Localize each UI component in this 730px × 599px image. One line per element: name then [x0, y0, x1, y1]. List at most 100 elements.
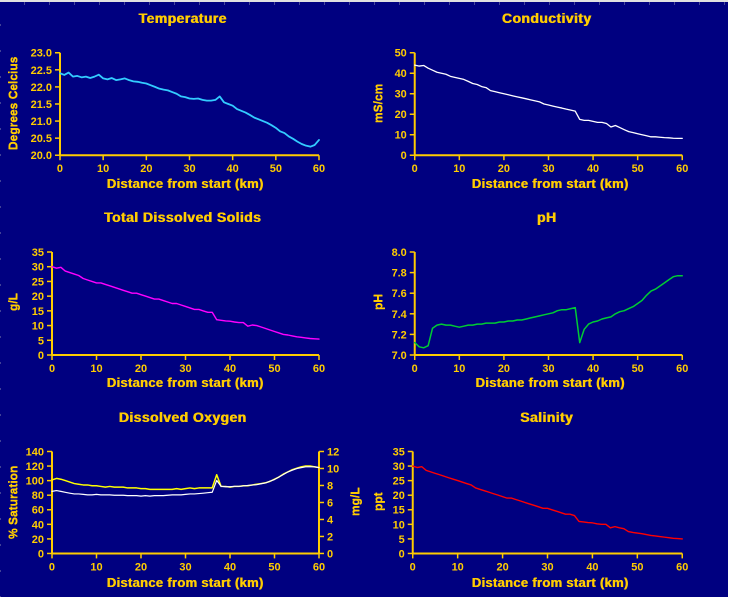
chart-conductivity: Conductivity mS/cm 0 10 20 30 40 50 0 10 20 30 40 5…: [365, 2, 728, 201]
y-tick-label: 5: [399, 534, 405, 546]
y-tick-label: 20: [395, 109, 407, 121]
y-tick-label: 21.0: [31, 116, 52, 128]
x-tick-label: 40: [224, 363, 236, 375]
x-tick-label: 30: [542, 363, 554, 375]
y-tick-label: 25: [32, 276, 44, 288]
x-tick-label: 60: [313, 163, 325, 175]
y-tick-label: 23.0: [31, 48, 52, 60]
conductivity-x-axis-title: Distance from start (km): [471, 176, 629, 191]
y-tick-label: 25: [393, 476, 405, 488]
conductivity-title: Conductivity: [501, 10, 592, 26]
conductivity-plot-area: 0 10 20 30 40 50 0 10 20 30 40 50 60: [395, 48, 689, 175]
y-tick-label: 0: [399, 548, 405, 560]
secondary-y-tick-label: 0: [327, 548, 333, 560]
x-tick-label: 40: [587, 163, 599, 175]
y-tick-label: 10: [32, 321, 44, 333]
y-tick-label: 120: [26, 461, 44, 473]
salinity-title: Salinity: [520, 409, 573, 425]
series-line-temperature: [59, 71, 320, 148]
y-tick-label: 20.5: [31, 133, 52, 145]
x-tick-label: 40: [227, 163, 239, 175]
x-tick-label: 40: [224, 561, 236, 573]
x-tick-label: 10: [452, 561, 464, 573]
x-tick-label: 40: [586, 561, 598, 573]
x-tick-label: 60: [313, 561, 325, 573]
y-tick-label: 30: [393, 461, 405, 473]
series-line-salinity: [412, 465, 683, 540]
spreadsheet-edge-bottom: [0, 597, 730, 599]
y-tick-label: 40: [395, 68, 407, 80]
x-tick-label: 0: [49, 363, 55, 375]
y-tick-label: 0: [401, 150, 407, 162]
secondary-y-tick-label: 4: [327, 514, 334, 526]
tds-plot-area: 0 5 10 15 20 25 30 35 0 10 20 30 40 50 60: [32, 247, 325, 375]
x-tick-label: 20: [135, 363, 147, 375]
x-tick-label: 0: [57, 163, 63, 175]
chart-dissolved-oxygen: Dissolved Oxygen % Saturation mg/L 0 20 40…: [0, 401, 365, 599]
y-tick-label: 7.4: [392, 309, 408, 321]
y-tick-label: 15: [393, 505, 405, 517]
salinity-plot-area: 0 5 10 15 20 25 30 35 0 10 20 30 40 50 60: [393, 446, 689, 573]
secondary-y-tick-label: 8: [327, 480, 333, 492]
y-tick-label: 0: [38, 548, 44, 560]
y-tick-label: 40: [32, 519, 44, 531]
temperature-plot-area: 20.0 20.5 21.0 21.5 22.0 22.5 23.0 0 10 20 30 40 50 6…: [31, 48, 326, 175]
y-tick-label: 7.0: [392, 350, 407, 362]
temperature-title: Temperature: [138, 10, 227, 26]
y-tick-label: 0: [38, 350, 44, 362]
y-tick-label: 20: [393, 490, 405, 502]
spreadsheet-gridline-ticks-left: [0, 0, 1, 599]
dissolved-oxygen-x-axis-title: Distance from start (km): [106, 575, 264, 590]
y-tick-label: 20.0: [31, 150, 52, 162]
x-tick-label: 60: [676, 363, 688, 375]
y-tick-label: 21.5: [31, 99, 52, 111]
x-tick-label: 20: [498, 163, 510, 175]
ph-title: pH: [536, 209, 557, 225]
y-tick-label: 35: [32, 247, 44, 259]
x-tick-label: 30: [179, 561, 191, 573]
x-tick-label: 50: [631, 561, 643, 573]
spreadsheet-edge-top: [0, 0, 730, 2]
x-tick-label: 30: [183, 163, 195, 175]
y-tick-label: 20: [32, 291, 44, 303]
y-tick-label: 30: [32, 262, 44, 274]
x-tick-label: 0: [412, 363, 418, 375]
chart-temperature: Temperature Degrees Celcius 20.0 20.5 21.0…: [0, 2, 365, 201]
x-tick-label: 0: [49, 561, 55, 573]
dissolved-oxygen-title: Dissolved Oxygen: [118, 409, 247, 425]
y-tick-label: 7.6: [392, 288, 407, 300]
y-tick-label: 8.0: [392, 247, 407, 259]
tds-x-axis-title: Distance from start (km): [106, 375, 264, 390]
x-tick-label: 60: [313, 363, 325, 375]
x-tick-label: 50: [268, 363, 280, 375]
y-tick-label: 20: [32, 534, 44, 546]
secondary-y-tick-label: 2: [327, 531, 333, 543]
x-tick-label: 50: [268, 561, 280, 573]
y-tick-label: 22.5: [31, 65, 52, 77]
y-tick-label: 50: [395, 48, 407, 60]
x-tick-label: 20: [135, 561, 147, 573]
y-tick-label: 7.2: [392, 329, 407, 341]
secondary-y-tick-label: 10: [327, 463, 339, 475]
x-tick-label: 50: [270, 163, 282, 175]
x-tick-label: 0: [410, 561, 416, 573]
chart-ph: pH pH 7.0 7.2 7.4 7.6 7.8 8.0 0 10 20 30 40 50 60 Di…: [365, 201, 728, 401]
x-tick-label: 10: [90, 561, 102, 573]
x-tick-label: 40: [587, 363, 599, 375]
x-tick-label: 50: [632, 363, 644, 375]
x-tick-label: 30: [541, 561, 553, 573]
y-tick-label: 140: [26, 446, 44, 458]
temperature-x-axis-title: Distance from start (km): [106, 176, 264, 191]
y-tick-label: 7.8: [392, 268, 407, 280]
y-tick-label: 60: [32, 505, 44, 517]
x-tick-label: 0: [412, 163, 418, 175]
x-tick-label: 30: [179, 363, 191, 375]
y-tick-label: 100: [26, 476, 44, 488]
x-tick-label: 20: [140, 163, 152, 175]
series-line--saturation: [51, 465, 320, 491]
x-tick-label: 60: [676, 561, 688, 573]
y-tick-label: 15: [32, 306, 44, 318]
